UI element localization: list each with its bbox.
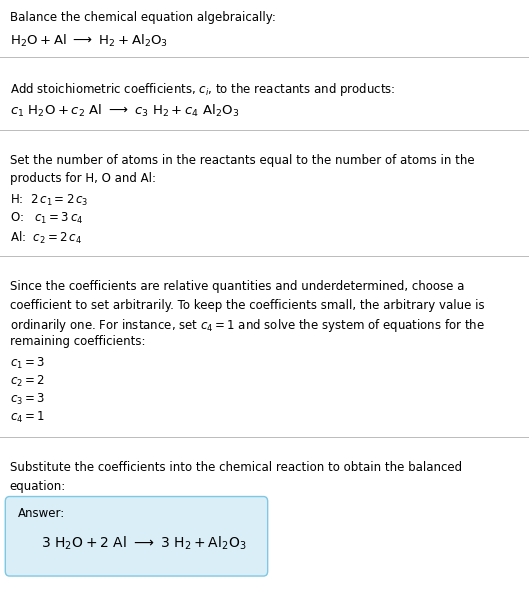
Text: $\mathrm{H_2O + Al}\ \longrightarrow\ \mathrm{H_2 + Al_2O_3}$: $\mathrm{H_2O + Al}\ \longrightarrow\ \m… <box>10 33 168 49</box>
Text: O:   $c_1 = 3\,c_4$: O: $c_1 = 3\,c_4$ <box>10 211 83 226</box>
Text: $c_4 = 1$: $c_4 = 1$ <box>10 410 44 426</box>
Text: Add stoichiometric coefficients, $c_i$, to the reactants and products:: Add stoichiometric coefficients, $c_i$, … <box>10 81 395 98</box>
Text: Substitute the coefficients into the chemical reaction to obtain the balanced: Substitute the coefficients into the che… <box>10 461 462 474</box>
Text: equation:: equation: <box>10 480 66 492</box>
Text: H:  $2\,c_1 = 2\,c_3$: H: $2\,c_1 = 2\,c_3$ <box>10 193 88 208</box>
Text: Since the coefficients are relative quantities and underdetermined, choose a: Since the coefficients are relative quan… <box>10 280 464 293</box>
Text: $c_2 = 2$: $c_2 = 2$ <box>10 374 44 389</box>
Text: $c_1\ \mathrm{H_2O} + c_2\ \mathrm{Al}\ \longrightarrow\ c_3\ \mathrm{H_2} + c_4: $c_1\ \mathrm{H_2O} + c_2\ \mathrm{Al}\ … <box>10 103 239 120</box>
Text: products for H, O and Al:: products for H, O and Al: <box>10 172 156 185</box>
Text: coefficient to set arbitrarily. To keep the coefficients small, the arbitrary va: coefficient to set arbitrarily. To keep … <box>10 299 484 311</box>
Text: remaining coefficients:: remaining coefficients: <box>10 335 145 348</box>
Text: Answer:: Answer: <box>18 507 65 520</box>
Text: Balance the chemical equation algebraically:: Balance the chemical equation algebraica… <box>10 11 276 24</box>
Text: $c_1 = 3$: $c_1 = 3$ <box>10 356 44 371</box>
Text: Set the number of atoms in the reactants equal to the number of atoms in the: Set the number of atoms in the reactants… <box>10 154 474 167</box>
FancyBboxPatch shape <box>5 497 268 576</box>
Text: ordinarily one. For instance, set $c_4 = 1$ and solve the system of equations fo: ordinarily one. For instance, set $c_4 =… <box>10 317 485 334</box>
Text: Al:  $c_2 = 2\,c_4$: Al: $c_2 = 2\,c_4$ <box>10 229 81 246</box>
Text: $\mathrm{3\ H_2O + 2\ Al}\ \longrightarrow\ \mathrm{3\ H_2 + Al_2O_3}$: $\mathrm{3\ H_2O + 2\ Al}\ \longrightarr… <box>41 535 247 552</box>
Text: $c_3 = 3$: $c_3 = 3$ <box>10 392 44 407</box>
